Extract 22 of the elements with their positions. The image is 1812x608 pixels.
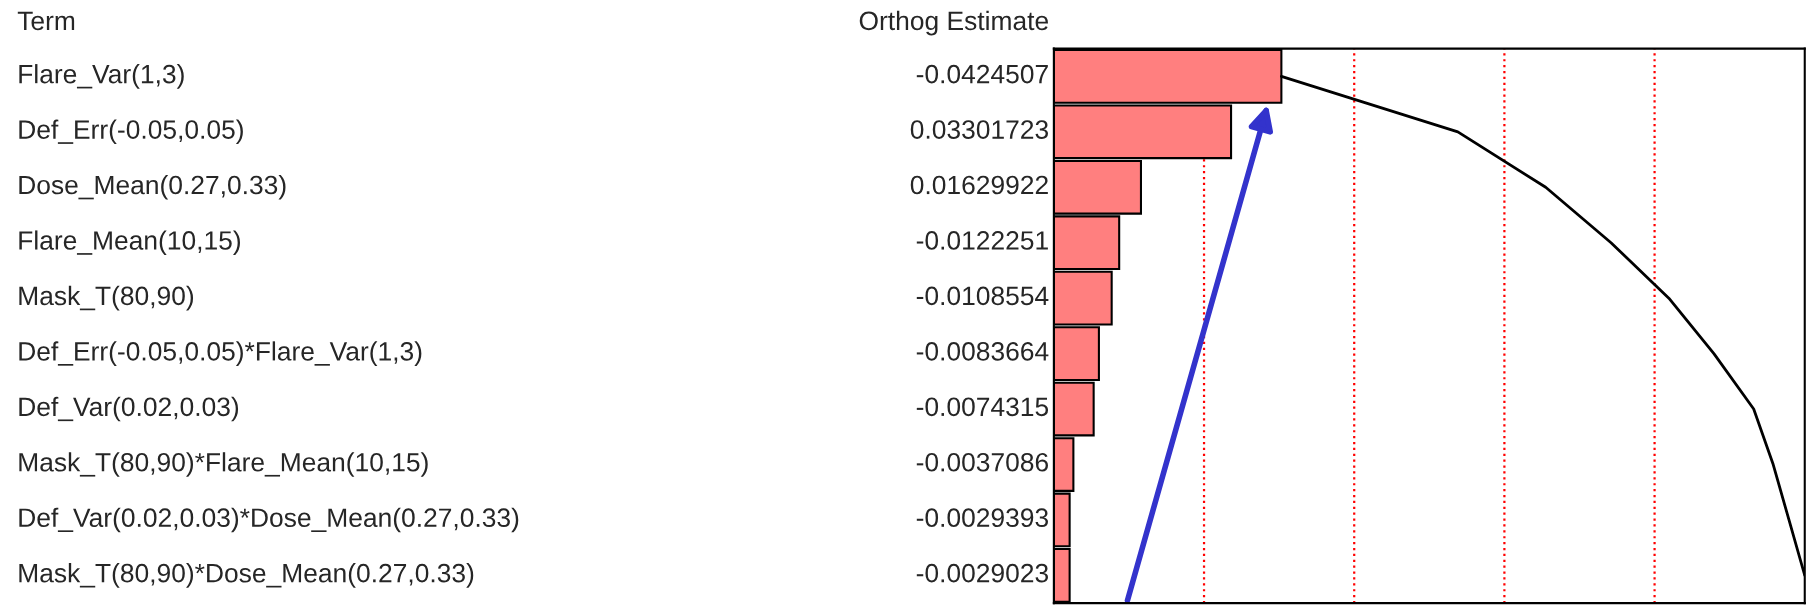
y-tick-label: Mask_T(80,90)*Flare_Mean(10,15) [19,452,428,477]
text: -0.0037086 [916,452,1048,472]
y-tick-label: Def_Err(-0.05,0.05) [19,119,243,145]
y-tick-label: Flare_Mean(10,15) [19,230,240,255]
y-tick-label: Def_Err(-0.05,0.05)*Flare_Var(1,3) [19,341,422,366]
y-tick-label: Flare_Var(1,3) [19,64,184,89]
text: -0.0029023 [916,563,1048,583]
text: 0.01629922 [910,175,1048,195]
text: -0.0424507 [916,64,1048,84]
text: -0.0083664 [916,342,1049,361]
text: -0.0029393 [916,508,1048,528]
y-tick-label: Def_Var(0.02,0.03) [19,396,239,422]
text: -0.0108554 [916,286,1049,306]
text: Orthog Estimate [859,10,1048,36]
text: -0.0122251 [916,231,1048,250]
y-tick-label: Def_Var(0.02,0.03)*Dose_Mean(0.27,0.33) [19,507,519,533]
text: 0.03301723 [910,120,1048,139]
y-tick-label: Mask_T(80,90)*Dose_Mean(0.27,0.33) [19,563,474,588]
y-tick-label: Mask_T(80,90) [19,285,194,311]
text: -0.0074315 [916,397,1049,417]
text: Term [17,11,75,31]
y-tick-label: Dose_Mean(0.27,0.33) [19,174,286,200]
